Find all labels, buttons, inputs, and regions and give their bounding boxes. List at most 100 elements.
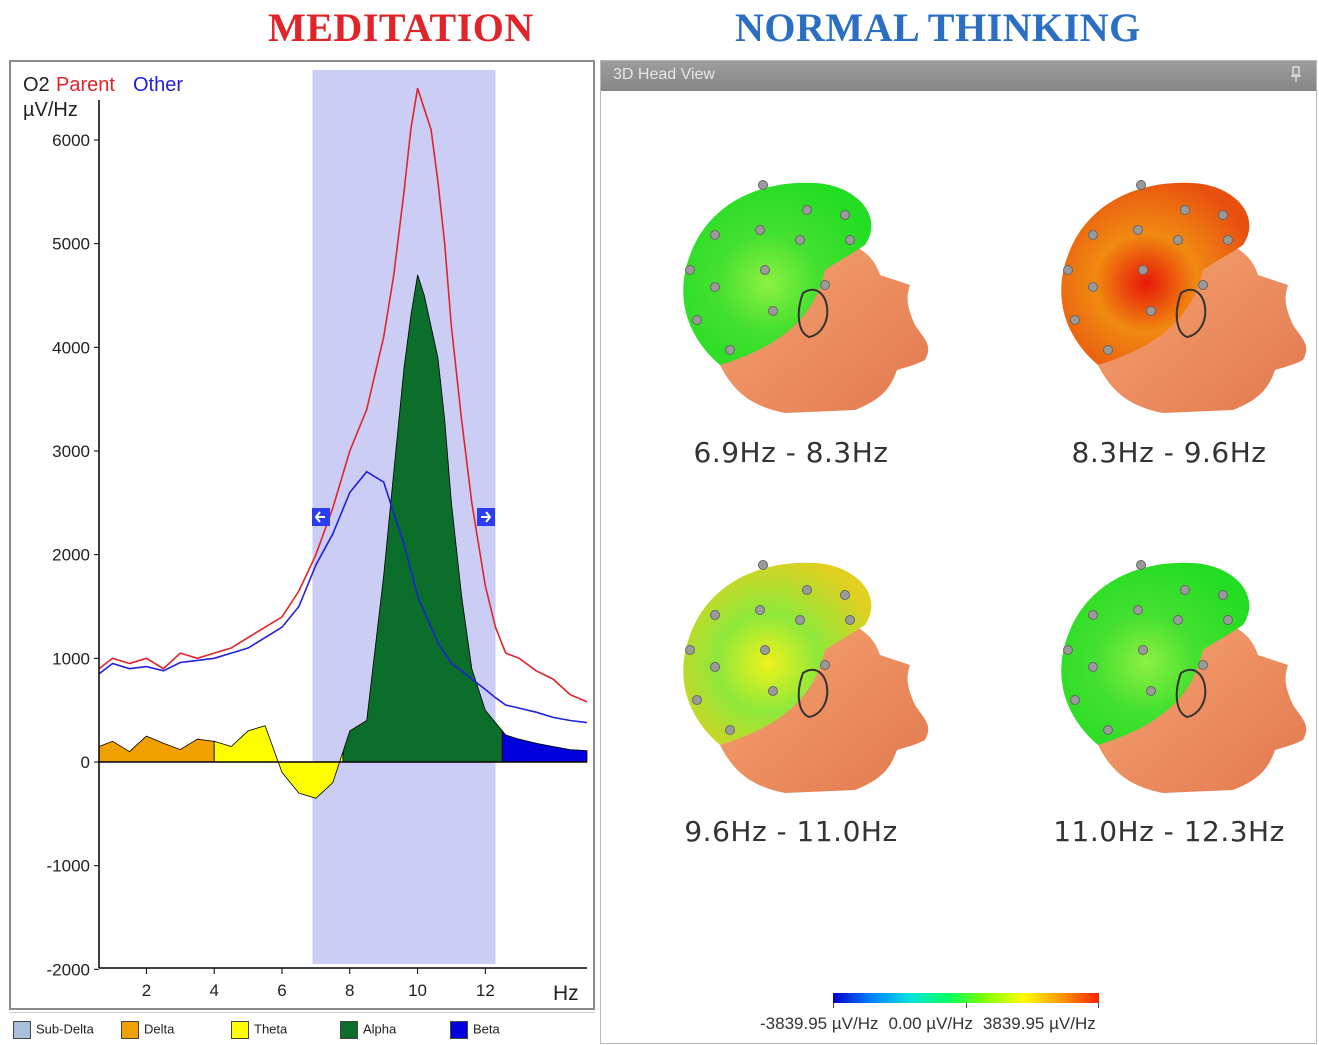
electrode-marker bbox=[1103, 725, 1113, 735]
swatch-delta bbox=[121, 1021, 139, 1039]
electrode-marker bbox=[768, 686, 778, 696]
electrode-marker bbox=[1146, 686, 1156, 696]
x-tick-label: 12 bbox=[476, 981, 495, 1000]
freq-label-1: 6.9Hz - 8.3Hz bbox=[693, 436, 889, 469]
series-line-other bbox=[98, 470, 588, 724]
electrode-marker bbox=[1218, 590, 1228, 600]
freq-label-4: 11.0Hz - 12.3Hz bbox=[1053, 815, 1285, 848]
scalp-shape bbox=[1061, 182, 1250, 365]
electrode-marker bbox=[710, 662, 720, 672]
electrode-marker bbox=[692, 695, 702, 705]
colorbar-tick-max bbox=[1098, 1003, 1099, 1008]
legend-item-sub-delta[interactable]: Sub-Delta bbox=[13, 1021, 94, 1039]
electrode-marker bbox=[1218, 210, 1228, 220]
spectrum-chart: 6000 5000 4000 3000 2000 1000 0 -1000 -2000 2 4 6 8 1… bbox=[23, 70, 588, 1005]
selection-left-handle[interactable] bbox=[312, 508, 330, 526]
electrode-marker bbox=[685, 265, 695, 275]
electrode-marker bbox=[802, 205, 812, 215]
electrode-marker bbox=[758, 180, 768, 190]
electrode-marker bbox=[1063, 645, 1073, 655]
y-tick-label: -1000 bbox=[47, 857, 90, 876]
electrode-marker bbox=[710, 610, 720, 620]
colorbar-max-label: 3839.95 µV/Hz bbox=[982, 1014, 1096, 1033]
y-tick-label: 5000 bbox=[52, 235, 90, 254]
head-map-3 bbox=[683, 560, 929, 793]
y-tick-label: 0 bbox=[81, 753, 90, 772]
x-tick-label: 2 bbox=[142, 981, 151, 1000]
electrode-marker bbox=[1070, 315, 1080, 325]
y-tick-label: 3000 bbox=[52, 442, 90, 461]
parent-label: Parent bbox=[56, 74, 115, 96]
y-tick-label: 4000 bbox=[52, 338, 90, 357]
x-tick-label: 4 bbox=[209, 981, 218, 1000]
x-unit-label: Hz bbox=[553, 982, 579, 1005]
colorbar-mid-label: 0.00 µV/Hz bbox=[888, 1014, 973, 1033]
electrode-marker bbox=[795, 615, 805, 625]
color-scale-bar bbox=[833, 993, 1099, 1003]
electrode-marker bbox=[1088, 610, 1098, 620]
legend-item-alpha[interactable]: Alpha bbox=[340, 1021, 396, 1039]
electrode-marker bbox=[1088, 662, 1098, 672]
electrode-marker bbox=[768, 306, 778, 316]
legend-label: Beta bbox=[473, 1021, 500, 1037]
electrode-marker bbox=[1198, 280, 1208, 290]
spectrum-panel: 6000 5000 4000 3000 2000 1000 0 -1000 -2000 2 4 6 8 1… bbox=[9, 60, 595, 1010]
arrow-right-icon bbox=[481, 511, 492, 523]
legend-item-beta[interactable]: Beta bbox=[450, 1021, 500, 1039]
scalp-shape bbox=[683, 182, 872, 365]
head-view-title: 3D Head View bbox=[613, 66, 715, 83]
electrode-marker bbox=[760, 645, 770, 655]
head-map-1 bbox=[683, 180, 929, 413]
colorbar-tick-mid bbox=[966, 1003, 967, 1008]
swatch-alpha bbox=[340, 1021, 358, 1039]
electrode-marker bbox=[1138, 265, 1148, 275]
ear-shape bbox=[1175, 668, 1207, 719]
electrode-marker bbox=[820, 660, 830, 670]
pin-icon[interactable] bbox=[1290, 66, 1302, 84]
electrode-marker bbox=[692, 315, 702, 325]
freq-label-3: 9.6Hz - 11.0Hz bbox=[684, 815, 898, 848]
swatch-sub-delta bbox=[13, 1021, 31, 1039]
head-view-titlebar[interactable]: 3D Head View bbox=[601, 61, 1316, 91]
electrode-marker bbox=[1198, 660, 1208, 670]
legend-label: Sub-Delta bbox=[36, 1021, 94, 1037]
electrode-marker bbox=[1103, 345, 1113, 355]
series-line-parent bbox=[98, 87, 588, 703]
electrode-marker bbox=[1180, 205, 1190, 215]
electrode-marker bbox=[840, 590, 850, 600]
band-area-alpha bbox=[342, 274, 503, 763]
ear-shape bbox=[797, 288, 829, 339]
electrode-marker bbox=[845, 615, 855, 625]
electrode-marker bbox=[710, 230, 720, 240]
normal-thinking-banner: NORMAL THINKING bbox=[735, 5, 1141, 50]
head-map-2 bbox=[1061, 180, 1307, 413]
electrode-marker bbox=[840, 210, 850, 220]
electrode-marker bbox=[755, 225, 765, 235]
swatch-beta bbox=[450, 1021, 468, 1039]
electrode-marker bbox=[758, 560, 768, 570]
meditation-banner: MEDITATION bbox=[268, 5, 534, 50]
electrode-marker bbox=[760, 265, 770, 275]
legend-item-theta[interactable]: Theta bbox=[231, 1021, 287, 1039]
electrode-marker bbox=[725, 725, 735, 735]
selection-right-handle[interactable] bbox=[477, 508, 495, 526]
electrode-marker bbox=[1146, 306, 1156, 316]
electrode-marker bbox=[1133, 225, 1143, 235]
freq-label-2: 8.3Hz - 9.6Hz bbox=[1071, 436, 1267, 469]
legend-item-delta[interactable]: Delta bbox=[121, 1021, 174, 1039]
electrode-marker bbox=[1070, 695, 1080, 705]
x-tick-label: 8 bbox=[345, 981, 354, 1000]
electrode-marker bbox=[755, 605, 765, 615]
scalp-shape bbox=[683, 562, 872, 745]
legend-label: Alpha bbox=[363, 1021, 397, 1037]
electrode-marker bbox=[1136, 180, 1146, 190]
y-tick-label: 2000 bbox=[52, 546, 90, 565]
band-legend: Sub-Delta Delta Theta Alpha Beta bbox=[9, 1012, 595, 1043]
y-unit-label: µV/Hz bbox=[23, 99, 78, 121]
band-area-delta bbox=[98, 735, 215, 763]
electrode-marker bbox=[820, 280, 830, 290]
electrode-marker bbox=[1180, 585, 1190, 595]
electrode-marker bbox=[1223, 615, 1233, 625]
electrode-marker bbox=[1063, 265, 1073, 275]
electrode-marker bbox=[1173, 615, 1183, 625]
